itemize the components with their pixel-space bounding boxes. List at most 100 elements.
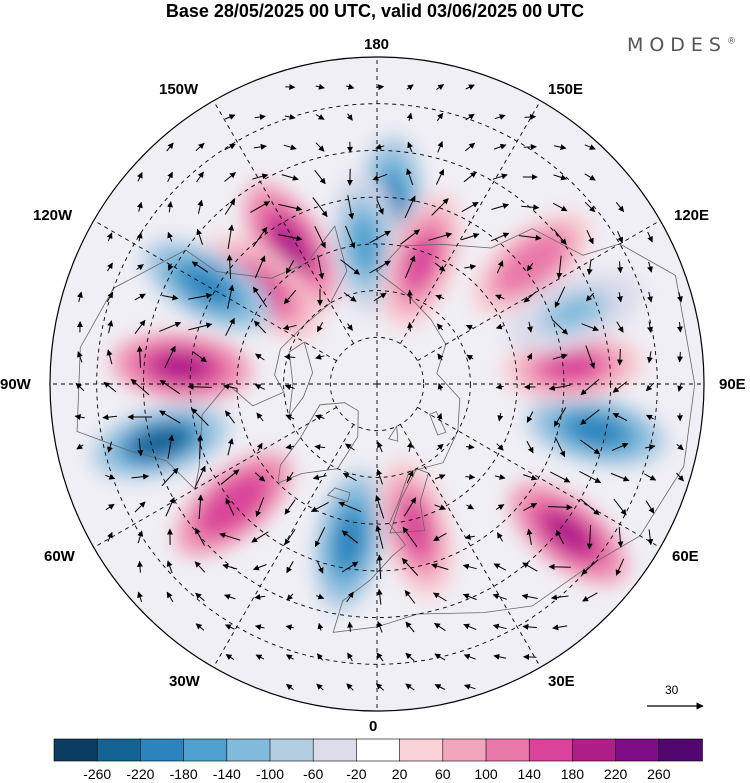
wind-vector xyxy=(193,351,207,363)
wind-vector xyxy=(647,291,653,303)
wind-vector xyxy=(375,143,385,150)
wind-vector xyxy=(677,291,683,303)
wind-vector xyxy=(346,683,354,691)
positive-anomaly-shape xyxy=(400,501,431,556)
colorbar-swatch xyxy=(183,738,228,762)
wind-vector xyxy=(195,623,205,631)
wind-vector xyxy=(406,470,414,484)
wind-vector xyxy=(106,349,113,365)
wind-vector xyxy=(495,383,504,390)
wind-vector xyxy=(345,443,355,451)
wind-vector xyxy=(166,142,174,152)
colorbar-tick-label: 180 xyxy=(560,766,585,782)
wind-vector xyxy=(224,143,236,151)
wind-vector xyxy=(278,203,303,212)
wind-vector xyxy=(226,254,233,280)
wind-vector xyxy=(552,202,568,212)
wind-vector xyxy=(254,255,266,279)
wind-vector xyxy=(136,345,143,368)
colorbar-swatch xyxy=(53,738,99,762)
wind-vector xyxy=(403,497,417,517)
brand-logo: MODES® xyxy=(627,34,736,56)
wind-vector xyxy=(191,407,209,426)
wind-vector xyxy=(105,474,116,480)
wind-vector xyxy=(346,591,354,603)
wind-vector xyxy=(102,414,118,421)
wind-vector xyxy=(645,500,655,514)
wind-vector xyxy=(556,255,563,279)
wind-vector xyxy=(464,263,477,270)
wind-vector xyxy=(315,353,325,360)
wind-vector xyxy=(316,322,324,333)
wind-vector xyxy=(222,563,238,570)
vector-scale-label: 30 xyxy=(665,683,679,697)
latitude-circle xyxy=(236,243,518,525)
wind-vector xyxy=(437,141,443,153)
wind-vector xyxy=(581,323,599,332)
wind-vector xyxy=(136,232,143,242)
coastline xyxy=(388,425,399,442)
wind-vector xyxy=(159,379,181,395)
wind-vector xyxy=(404,255,416,279)
wind-vector xyxy=(581,559,599,575)
wind-vector xyxy=(492,593,507,600)
positive-anomaly-shape xyxy=(545,352,600,381)
wind-vector xyxy=(164,345,176,369)
wind-vector xyxy=(376,469,383,485)
wind-vector xyxy=(375,495,385,519)
wind-vector xyxy=(552,319,569,335)
wind-vector xyxy=(432,592,447,602)
wind-vector xyxy=(312,474,327,481)
wind-vector xyxy=(375,683,385,691)
wind-vector xyxy=(647,231,653,243)
wind-vector xyxy=(373,292,387,302)
wind-vector xyxy=(137,530,144,544)
wind-vector xyxy=(523,474,538,481)
wind-vector xyxy=(644,473,657,481)
wind-vector xyxy=(196,171,204,183)
wind-vector xyxy=(492,623,507,630)
wind-vector xyxy=(676,443,684,451)
coastline xyxy=(76,225,348,490)
wind-vector xyxy=(553,229,567,245)
wind-vector xyxy=(644,444,656,451)
wind-vector xyxy=(495,294,505,301)
meridian-line xyxy=(213,100,354,344)
wind-vector xyxy=(524,113,537,120)
colorbar-tick-label: -220 xyxy=(126,766,155,782)
wind-vector xyxy=(491,232,510,242)
meridian-line xyxy=(93,220,337,361)
wind-vector xyxy=(526,440,534,454)
positive-anomaly-shape xyxy=(154,352,209,381)
wind-vector xyxy=(522,623,538,630)
wind-vector xyxy=(553,174,568,181)
wind-vector xyxy=(460,232,480,241)
wind-vector xyxy=(407,141,413,152)
wind-vector xyxy=(77,291,83,303)
wind-vector xyxy=(553,407,567,428)
wind-vector xyxy=(107,531,113,542)
wind-vector xyxy=(434,684,446,690)
wind-vector xyxy=(106,232,113,242)
wind-vector xyxy=(227,224,235,249)
wind-vector xyxy=(404,590,416,604)
wind-vector xyxy=(615,201,625,213)
wind-vector xyxy=(347,621,354,632)
wind-vector xyxy=(136,560,143,573)
wind-vector xyxy=(585,292,595,302)
wind-vector xyxy=(159,410,181,424)
wind-vector xyxy=(676,472,684,482)
wind-vector xyxy=(345,225,356,249)
meridian-line xyxy=(93,407,337,548)
wind-vector xyxy=(610,472,630,482)
wind-vector xyxy=(555,529,565,545)
wind-vector xyxy=(612,381,628,393)
wind-vector xyxy=(584,201,596,213)
wind-vector xyxy=(255,353,265,361)
meridian-line xyxy=(400,100,541,344)
wind-vector xyxy=(465,473,476,480)
wind-vector xyxy=(161,467,179,487)
wind-vector xyxy=(346,323,353,331)
wind-vector xyxy=(284,384,295,391)
wind-vector xyxy=(405,683,415,691)
